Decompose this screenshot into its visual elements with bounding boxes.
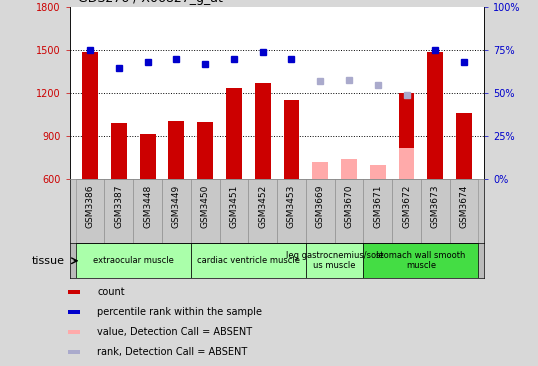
Text: leg gastrocnemius/sole
us muscle: leg gastrocnemius/sole us muscle [286,251,384,270]
Bar [82,52,98,179]
Bar [168,120,185,179]
Bar [162,179,191,243]
Bar [191,179,220,243]
Bar [427,52,443,179]
Bar [68,290,81,294]
Text: cardiac ventricle muscle: cardiac ventricle muscle [197,256,300,265]
Text: count: count [97,287,125,297]
Bar [421,179,450,243]
Bar [306,243,363,278]
Bar [399,93,414,179]
Bar [399,148,414,179]
Bar [277,179,306,243]
Bar [220,179,249,243]
Text: GSM3453: GSM3453 [287,184,296,228]
Text: GSM3671: GSM3671 [373,184,383,228]
Text: GSM3452: GSM3452 [258,184,267,228]
Text: tissue: tissue [32,256,65,266]
Bar [68,330,81,334]
Bar [370,165,386,179]
Bar [313,162,328,179]
Bar [341,159,357,179]
Bar [284,100,299,179]
Text: GSM3386: GSM3386 [86,184,95,228]
Text: GSM3674: GSM3674 [459,184,469,228]
Bar [197,122,213,179]
Bar [335,179,363,243]
Text: percentile rank within the sample: percentile rank within the sample [97,307,263,317]
Text: GSM3449: GSM3449 [172,184,181,228]
Text: GSM3448: GSM3448 [143,184,152,228]
Bar [133,179,162,243]
Bar [255,83,271,179]
Bar [140,134,155,179]
Text: rank, Detection Call = ABSENT: rank, Detection Call = ABSENT [97,347,247,357]
Bar [68,310,81,314]
Bar [249,179,277,243]
Text: value, Detection Call = ABSENT: value, Detection Call = ABSENT [97,327,252,337]
Bar [111,123,127,179]
Text: GSM3673: GSM3673 [431,184,440,228]
Bar [68,350,81,354]
Text: GSM3672: GSM3672 [402,184,411,228]
Bar [450,179,478,243]
Bar [392,179,421,243]
Bar [76,243,191,278]
Bar [456,113,472,179]
Text: GSM3387: GSM3387 [115,184,123,228]
Bar [76,179,104,243]
Text: GSM3450: GSM3450 [201,184,210,228]
Bar [363,179,392,243]
Bar [191,243,306,278]
Bar [363,243,478,278]
Text: GSM3669: GSM3669 [316,184,325,228]
Text: GDS276 / X06827_g_at: GDS276 / X06827_g_at [78,0,223,5]
Text: GSM3451: GSM3451 [229,184,238,228]
Text: extraocular muscle: extraocular muscle [93,256,174,265]
Text: GSM3670: GSM3670 [344,184,353,228]
Bar [226,87,242,179]
Text: stomach wall smooth
muscle: stomach wall smooth muscle [376,251,465,270]
Bar [306,179,335,243]
Bar [104,179,133,243]
